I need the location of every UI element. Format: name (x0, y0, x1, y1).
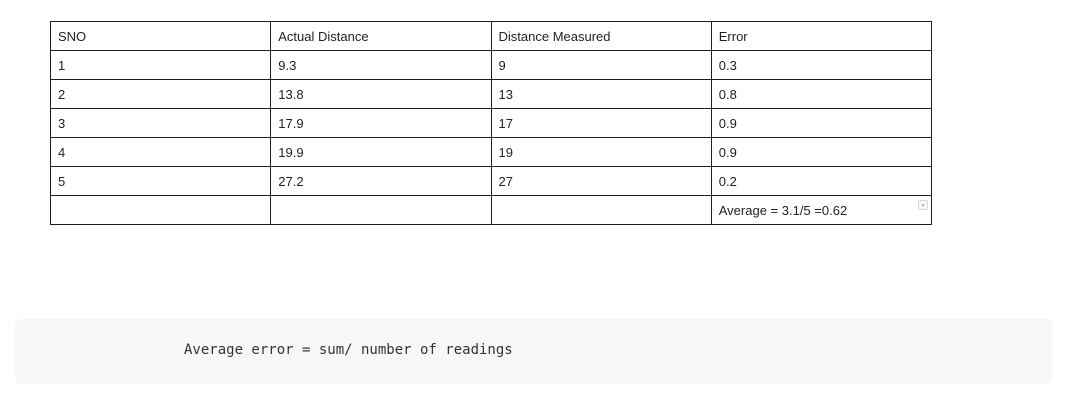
cell-distance-measured: 13 (490, 79, 712, 109)
cell-error: 0.9 (710, 108, 933, 138)
average-error-text: Average = 3.1/5 =0.62 (718, 202, 848, 218)
cell-actual-distance: 17.9 (270, 108, 492, 138)
header-sno: SNO (49, 21, 272, 51)
footer-cell-empty (49, 195, 272, 225)
header-actual-distance: Actual Distance (270, 21, 492, 51)
table-row: 4 19.9 19 0.9 (49, 137, 933, 167)
cell-actual-distance: 19.9 (270, 137, 492, 167)
cell-distance-measured: 19 (490, 137, 712, 167)
cell-actual-distance: 9.3 (270, 50, 492, 80)
cell-sno: 4 (49, 137, 272, 167)
footer-cell-empty (270, 195, 492, 225)
table-row: 5 27.2 27 0.2 (49, 166, 933, 196)
cell-dropdown-icon[interactable] (918, 200, 928, 210)
table-header-row: SNO Actual Distance Distance Measured Er… (49, 21, 933, 51)
cell-distance-measured: 27 (490, 166, 712, 196)
formula-code-line: Average error = sum/ number of readings (184, 342, 513, 358)
cell-distance-measured: 9 (490, 50, 712, 80)
footer-cell-empty (490, 195, 712, 225)
code-block: Average error = sum/ number of readings (15, 319, 1052, 384)
footer-average-cell[interactable]: Average = 3.1/5 =0.62 (710, 195, 933, 225)
cell-error: 0.9 (710, 137, 933, 167)
cell-distance-measured: 17 (490, 108, 712, 138)
cell-error: 0.3 (710, 50, 933, 80)
header-error: Error (710, 21, 933, 51)
table-row: 2 13.8 13 0.8 (49, 79, 933, 109)
cell-actual-distance: 27.2 (270, 166, 492, 196)
readings-table: SNO Actual Distance Distance Measured Er… (49, 21, 933, 225)
header-distance-measured: Distance Measured (490, 21, 712, 51)
table-row: 3 17.9 17 0.9 (49, 108, 933, 138)
cell-sno: 2 (49, 79, 272, 109)
cell-error: 0.2 (710, 166, 933, 196)
cell-actual-distance: 13.8 (270, 79, 492, 109)
table-footer-row: Average = 3.1/5 =0.62 (49, 195, 933, 225)
cell-sno: 3 (49, 108, 272, 138)
table-row: 1 9.3 9 0.3 (49, 50, 933, 80)
cell-sno: 1 (49, 50, 272, 80)
cell-sno: 5 (49, 166, 272, 196)
cell-error: 0.8 (710, 79, 933, 109)
